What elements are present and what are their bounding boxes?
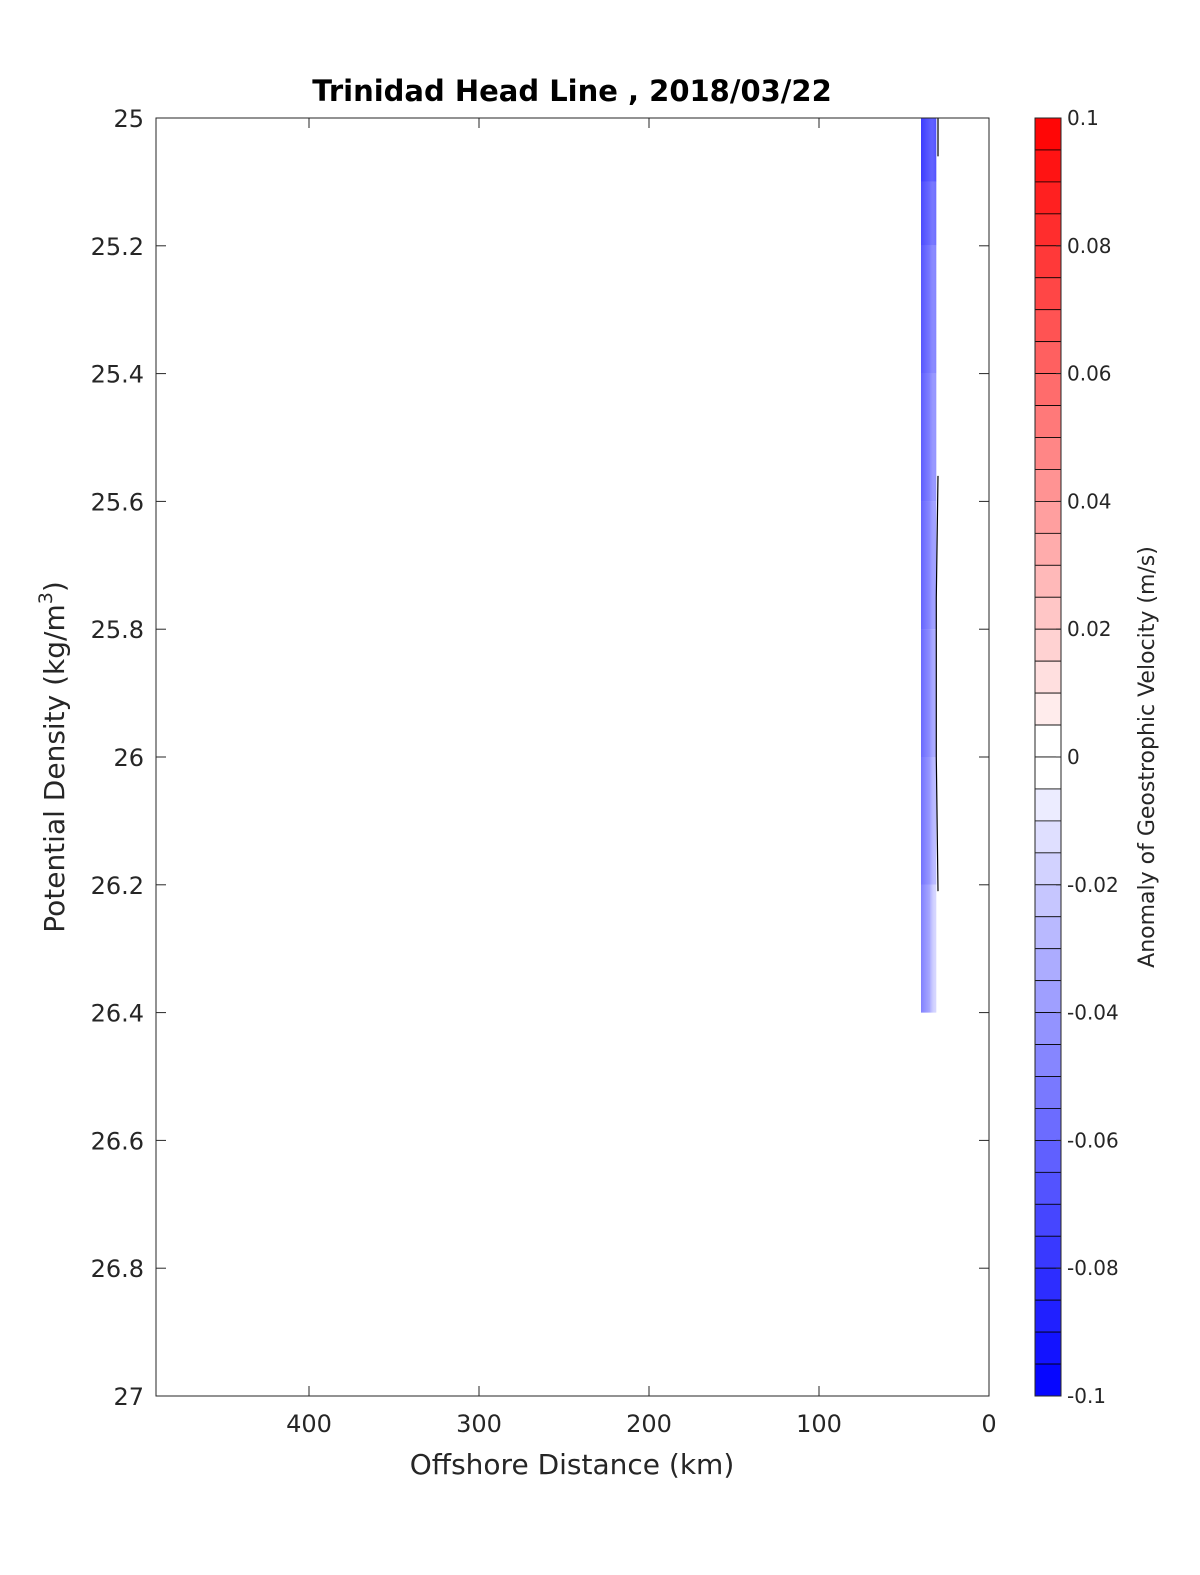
x-tick-label: 400: [286, 1410, 332, 1438]
colorbar-level: [1034, 341, 1062, 374]
colorbar-title: Anomaly of Geostrophic Velocity (m/s): [1135, 546, 1160, 968]
colorbar-level: [1034, 469, 1062, 502]
colorbar-level: [1034, 628, 1062, 662]
colorbar-tick-label: -0.04: [1067, 1001, 1119, 1025]
y-axis-title-close: ): [38, 581, 71, 592]
colorbar-level: [1034, 660, 1062, 694]
y-tick-label: 25.2: [91, 233, 144, 261]
colorbar-level: [1034, 724, 1062, 758]
colorbar-level: [1034, 1044, 1062, 1077]
y-tick-label: 25.6: [91, 488, 144, 516]
colorbar-level: [1034, 532, 1062, 566]
y-tick-label: 25.8: [91, 616, 144, 644]
x-axis-title: Offshore Distance (km): [410, 1448, 735, 1481]
colorbar-level: [1034, 405, 1062, 438]
plot-area: [156, 118, 989, 1396]
colorbar-tick-label: 0.04: [1067, 489, 1112, 513]
colorbar-tick-label: 0: [1067, 745, 1080, 769]
chart-title: Trinidad Head Line , 2018/03/22: [312, 74, 832, 108]
colorbar-level: [1034, 245, 1062, 279]
colorbar-level: [1034, 1012, 1062, 1045]
colorbar-level: [1034, 948, 1062, 982]
x-axis: 400 300 200 100 0: [286, 118, 997, 1438]
y-tick-label: 25: [113, 105, 144, 133]
colorbar-level: [1034, 1203, 1062, 1237]
x-tick-label: 100: [796, 1410, 842, 1438]
colorbar-level: [1034, 1363, 1062, 1397]
colorbar-level: [1034, 1267, 1062, 1301]
colorbar-tick-label: -0.06: [1067, 1128, 1119, 1152]
data-layer: [921, 118, 937, 1013]
colorbar-level: [1034, 309, 1062, 343]
contour-layer: [935, 118, 939, 892]
y-tick-label: 26.6: [91, 1127, 144, 1155]
y-axis-title-main: Potential Density (kg/m: [38, 604, 71, 933]
y-axis-title: Potential Density (kg/m3): [35, 581, 71, 933]
colorbar-level: [1034, 181, 1062, 215]
colorbar-level: [1034, 852, 1062, 886]
y-tick-label: 27: [113, 1383, 144, 1411]
colorbar-level: [1034, 1108, 1062, 1141]
colorbar-level: [1034, 277, 1062, 311]
colorbar-level: [1034, 1331, 1062, 1365]
y-axis: 25 25.2 25.4 25.6 25.8 26 26.2 26.4 26.6 26.8 27: [91, 105, 989, 1411]
colorbar-ticks: 0.1 0.08 0.06 0.04 0.02 0 -0.02 -0.04 -0.06 -0.08…: [1056, 106, 1119, 1408]
colorbar-level: [1034, 692, 1062, 726]
colorbar-level: [1034, 820, 1062, 854]
colorbar-level: [1034, 788, 1062, 822]
y-tick-label: 26: [113, 744, 144, 772]
colorbar-tick-label: 0.1: [1067, 106, 1099, 130]
colorbar-level: [1034, 117, 1062, 151]
colorbar-level: [1034, 373, 1062, 406]
y-tick-label: 26.4: [91, 1000, 144, 1028]
colorbar-level: [1034, 1171, 1062, 1205]
y-tick-label: 26.8: [91, 1255, 144, 1283]
colorbar-tick-label: -0.1: [1067, 1384, 1106, 1408]
colorbar-tick-label: 0.08: [1067, 234, 1112, 258]
colorbar-level: [1034, 1299, 1062, 1333]
colorbar-level: [1034, 980, 1062, 1014]
colorbar-level: [1034, 500, 1062, 534]
colorbar-level: [1034, 884, 1062, 918]
colorbar-level: [1034, 213, 1062, 247]
colorbar-level: [1034, 1140, 1062, 1173]
y-axis-title-sup: 3: [35, 592, 57, 604]
x-tick-label: 0: [981, 1410, 996, 1438]
contour-line: [935, 475, 939, 892]
colorbar-level: [1034, 1235, 1062, 1269]
colorbar-level: [1034, 437, 1062, 470]
colorbar-tick-label: 0.02: [1067, 617, 1112, 641]
colorbar-tick-label: -0.08: [1067, 1256, 1119, 1280]
data-strip-shading: [921, 118, 937, 1013]
x-tick-label: 200: [626, 1410, 672, 1438]
colorbar-tick-label: -0.02: [1067, 873, 1119, 897]
y-tick-label: 25.4: [91, 361, 144, 389]
colorbar-level: [1034, 596, 1062, 630]
y-tick-label: 26.2: [91, 872, 144, 900]
colorbar-level: [1034, 756, 1062, 790]
colorbar-level: [1034, 564, 1062, 598]
x-tick-label: 300: [456, 1410, 502, 1438]
colorbar: [1034, 117, 1062, 1397]
colorbar-tick-label: 0.06: [1067, 362, 1112, 386]
colorbar-level: [1034, 1076, 1062, 1109]
colorbar-level: [1034, 916, 1062, 950]
colorbar-level: [1034, 149, 1062, 183]
